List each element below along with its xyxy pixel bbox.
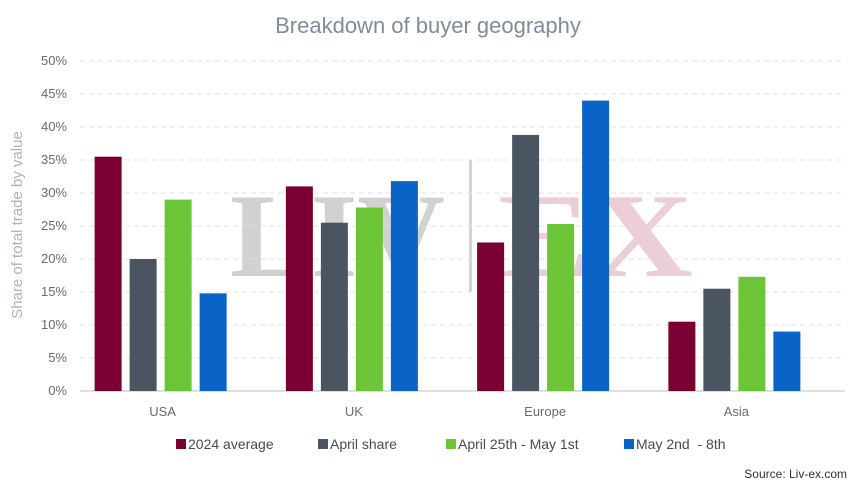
y-tick-label: 0%	[48, 383, 67, 398]
legend-swatch	[446, 439, 456, 449]
x-tick-label: Europe	[524, 404, 566, 419]
bars	[94, 100, 801, 392]
chart-title: Breakdown of buyer geography	[275, 13, 581, 38]
bar-asia-series-1	[668, 321, 696, 391]
bar-uk-series-3	[355, 207, 383, 391]
legend: 2024 average April share April 25th - May …	[176, 436, 726, 452]
y-tick-label: 5%	[48, 350, 67, 365]
legend-swatch	[176, 439, 186, 449]
x-tick-label: UK	[345, 404, 363, 419]
bar-asia-series-2	[703, 288, 731, 391]
legend-label: 2024 average	[188, 436, 274, 452]
y-tick-label: 50%	[41, 53, 67, 68]
x-axis-ticks: USA UK Europe Asia	[149, 404, 750, 419]
bar-usa-series-3	[164, 199, 192, 391]
legend-label: April share	[330, 436, 397, 452]
y-tick-label: 15%	[41, 284, 67, 299]
bar-uk-series-4	[390, 181, 418, 391]
y-tick-label: 25%	[41, 218, 67, 233]
legend-swatch	[318, 439, 328, 449]
bar-usa-series-2	[129, 259, 157, 391]
y-tick-label: 30%	[41, 185, 67, 200]
bar-uk-series-1	[285, 186, 313, 391]
bar-asia-series-4	[773, 331, 801, 391]
bar-uk-series-2	[320, 222, 348, 391]
x-tick-label: USA	[149, 404, 176, 419]
y-tick-label: 40%	[41, 119, 67, 134]
y-axis-label: Share of total trade by value	[9, 131, 26, 319]
bar-europe-series-4	[582, 100, 610, 391]
bar-europe-series-2	[512, 134, 540, 392]
legend-label: May 2nd - 8th	[636, 436, 726, 452]
legend-swatch	[624, 439, 634, 449]
source-note: Source: Liv-ex.com	[744, 467, 847, 481]
x-tick-label: Asia	[724, 404, 750, 419]
y-tick-label: 45%	[41, 86, 67, 101]
bar-asia-series-3	[738, 276, 766, 391]
y-axis-ticks: 0% 5% 10% 15% 20% 25% 30% 35% 40% 45% 50%	[41, 53, 67, 398]
y-tick-label: 20%	[41, 251, 67, 266]
y-tick-label: 35%	[41, 152, 67, 167]
y-tick-label: 10%	[41, 317, 67, 332]
legend-label: April 25th - May 1st	[458, 436, 579, 452]
bar-europe-series-3	[547, 224, 575, 391]
bar-europe-series-1	[477, 242, 505, 391]
bar-usa-series-4	[199, 293, 227, 391]
bar-usa-series-1	[94, 156, 122, 391]
